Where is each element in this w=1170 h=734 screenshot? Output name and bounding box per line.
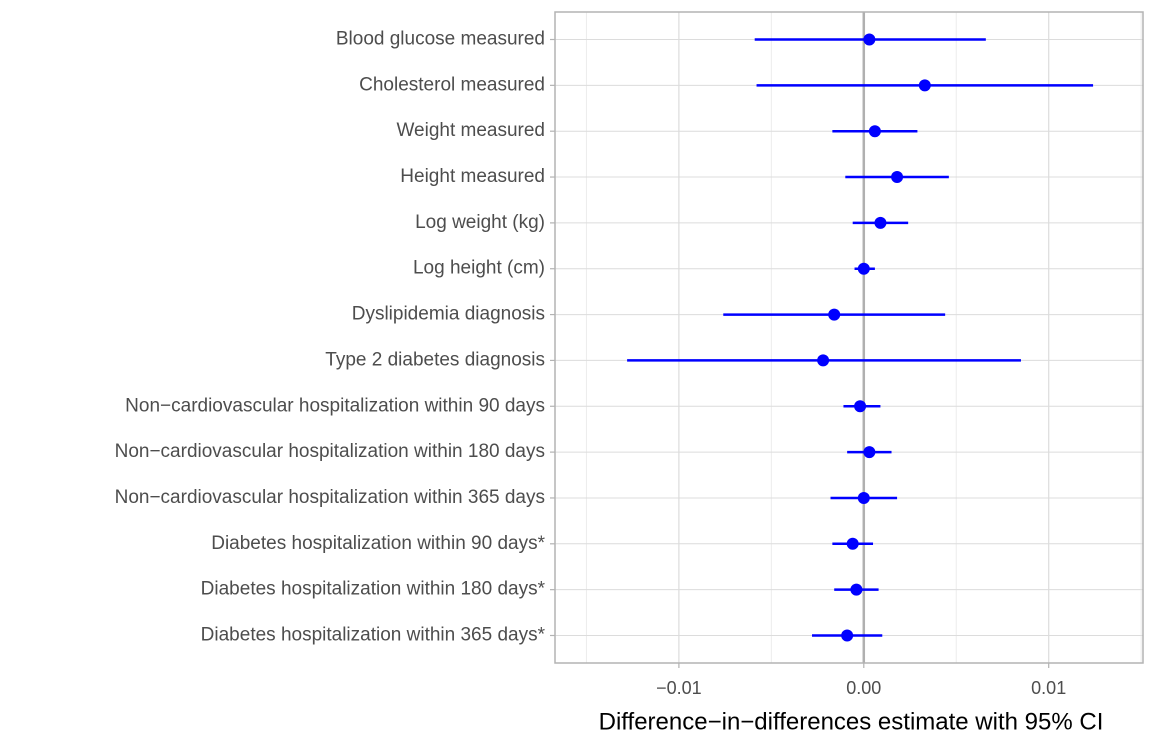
y-tick-label: Non−cardiovascular hospitalization withi… (115, 487, 545, 508)
y-tick-label: Diabetes hospitalization within 365 days… (201, 625, 546, 646)
estimate-point (828, 308, 841, 321)
x-axis-title: Difference−in−differences estimate with … (599, 708, 1104, 734)
y-tick-label: Diabetes hospitalization within 90 days* (211, 533, 545, 554)
y-tick-label: Blood glucose measured (336, 29, 545, 50)
y-tick-label: Non−cardiovascular hospitalization withi… (125, 395, 545, 416)
estimate-point (846, 537, 859, 550)
estimate-point (863, 446, 876, 459)
x-tick-label: 0.01 (1031, 678, 1066, 698)
y-tick-label: Non−cardiovascular hospitalization withi… (115, 441, 545, 462)
x-tick-label: 0.00 (846, 678, 881, 698)
y-tick-label: Weight measured (396, 120, 545, 141)
y-tick-label: Log height (cm) (413, 258, 545, 279)
y-tick-label: Height measured (400, 166, 545, 187)
estimate-point (841, 629, 854, 642)
x-tick-label: −0.01 (656, 678, 702, 698)
y-tick-label: Cholesterol measured (359, 74, 545, 95)
y-tick-label: Log weight (kg) (415, 212, 545, 233)
estimate-point (918, 79, 931, 92)
estimate-point (874, 216, 887, 229)
estimate-point (857, 491, 870, 504)
panel-border (554, 11, 1144, 664)
estimate-point (850, 583, 863, 596)
estimate-point (857, 262, 870, 275)
y-tick-label: Diabetes hospitalization within 180 days… (201, 579, 546, 600)
estimate-point (891, 171, 904, 184)
estimate-point (817, 354, 830, 367)
y-tick-label: Type 2 diabetes diagnosis (325, 349, 545, 370)
y-tick-label: Dyslipidemia diagnosis (352, 304, 545, 325)
estimate-point (863, 33, 876, 46)
estimate-point (868, 125, 881, 138)
estimate-point (854, 400, 867, 413)
